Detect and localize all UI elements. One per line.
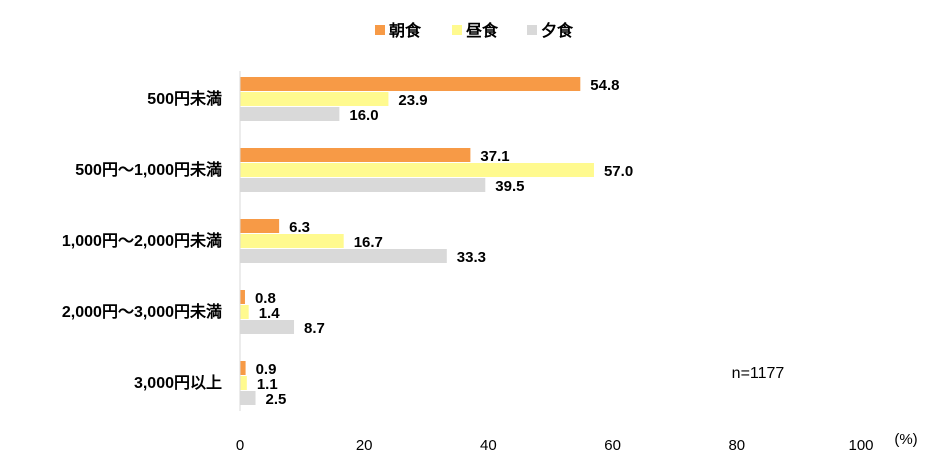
value-labels: 54.823.916.037.157.039.56.316.733.30.81.… xyxy=(255,77,633,408)
value-label-2-1: 16.7 xyxy=(354,234,383,251)
bar-2-2 xyxy=(240,249,447,263)
value-label-1-1: 57.0 xyxy=(604,163,633,180)
bar-1-1 xyxy=(240,163,594,177)
value-label-2-2: 33.3 xyxy=(457,249,486,266)
bar-3-1 xyxy=(240,305,249,319)
x-tick-0: 0 xyxy=(236,437,244,454)
legend-swatch-1 xyxy=(452,25,462,35)
bar-4-0 xyxy=(240,361,246,375)
bar-3-2 xyxy=(240,320,295,334)
x-tick-3: 60 xyxy=(604,437,621,454)
x-axis-unit: (%) xyxy=(894,431,917,448)
category-label-2: 1,000円～2,000円未満 xyxy=(62,231,222,250)
x-tick-labels: 0 20 40 60 80 100 xyxy=(236,437,874,454)
value-label-3-0: 0.8 xyxy=(255,290,276,307)
category-label-0: 500円未満 xyxy=(147,89,222,108)
bar-0-0 xyxy=(240,77,581,91)
value-label-3-1: 1.4 xyxy=(259,305,281,322)
x-tick-2: 40 xyxy=(480,437,497,454)
bar-1-2 xyxy=(240,178,486,192)
value-label-3-2: 8.7 xyxy=(304,320,325,337)
bar-2-1 xyxy=(240,234,344,248)
value-label-4-1: 1.1 xyxy=(257,376,278,393)
value-label-4-0: 0.9 xyxy=(256,361,277,378)
value-label-0-1: 23.9 xyxy=(398,92,427,109)
x-tick-5: 100 xyxy=(848,437,873,454)
legend-label-1: 昼食 xyxy=(465,21,499,40)
bar-3-0 xyxy=(240,290,245,304)
legend-label-2: 夕食 xyxy=(541,21,574,40)
category-label-3: 2,000円～3,000円未満 xyxy=(62,302,222,321)
bar-4-1 xyxy=(240,376,247,390)
legend-swatch-0 xyxy=(375,25,385,35)
category-label-1: 500円～1,000円未満 xyxy=(75,160,222,179)
bar-2-0 xyxy=(240,219,280,233)
sample-size-note: n=1177 xyxy=(732,365,785,382)
legend-label-0: 朝食 xyxy=(389,21,422,40)
x-tick-1: 20 xyxy=(356,437,373,454)
category-label-4: 3,000円以上 xyxy=(134,374,222,392)
category-labels: 500円未満 500円～1,000円未満 1,000円～2,000円未満 2,000円… xyxy=(62,89,222,392)
value-label-0-0: 54.8 xyxy=(590,77,619,94)
x-tick-4: 80 xyxy=(728,437,745,454)
value-label-1-0: 37.1 xyxy=(480,148,509,165)
legend: 朝食 昼食 夕食 xyxy=(375,21,574,40)
legend-swatch-2 xyxy=(527,25,537,35)
bar-0-2 xyxy=(240,107,340,121)
bar-1-0 xyxy=(240,148,471,162)
value-label-2-0: 6.3 xyxy=(289,219,310,236)
value-label-4-2: 2.5 xyxy=(266,391,287,408)
value-label-0-2: 16.0 xyxy=(349,107,378,124)
value-label-1-2: 39.5 xyxy=(495,178,524,195)
bar-4-2 xyxy=(240,391,256,405)
bar-0-1 xyxy=(240,92,389,106)
bars xyxy=(240,77,594,405)
